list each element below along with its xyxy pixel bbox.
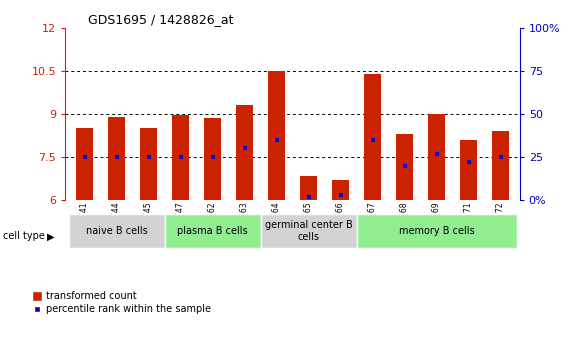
Bar — [76, 128, 93, 200]
Legend: transformed count, percentile rank within the sample: transformed count, percentile rank withi… — [34, 291, 211, 314]
Bar — [428, 114, 445, 200]
Bar — [364, 73, 381, 200]
Bar — [396, 134, 414, 200]
Bar — [108, 117, 126, 200]
Bar — [268, 71, 285, 200]
Bar — [492, 131, 509, 200]
Bar — [172, 115, 189, 200]
Bar — [332, 180, 349, 200]
Bar — [236, 105, 253, 200]
Bar — [300, 176, 318, 200]
Bar — [140, 128, 157, 200]
Bar — [69, 214, 165, 248]
Text: plasma B cells: plasma B cells — [177, 226, 248, 236]
Text: memory B cells: memory B cells — [399, 226, 474, 236]
Text: naive B cells: naive B cells — [86, 226, 147, 236]
Bar — [204, 118, 222, 200]
Bar — [357, 214, 516, 248]
Bar — [261, 214, 357, 248]
Text: GDS1695 / 1428826_at: GDS1695 / 1428826_at — [88, 13, 233, 27]
Bar — [460, 140, 477, 200]
Text: germinal center B
cells: germinal center B cells — [265, 220, 352, 242]
Text: ▶: ▶ — [47, 231, 55, 241]
Bar — [165, 214, 261, 248]
Text: cell type: cell type — [3, 231, 45, 241]
